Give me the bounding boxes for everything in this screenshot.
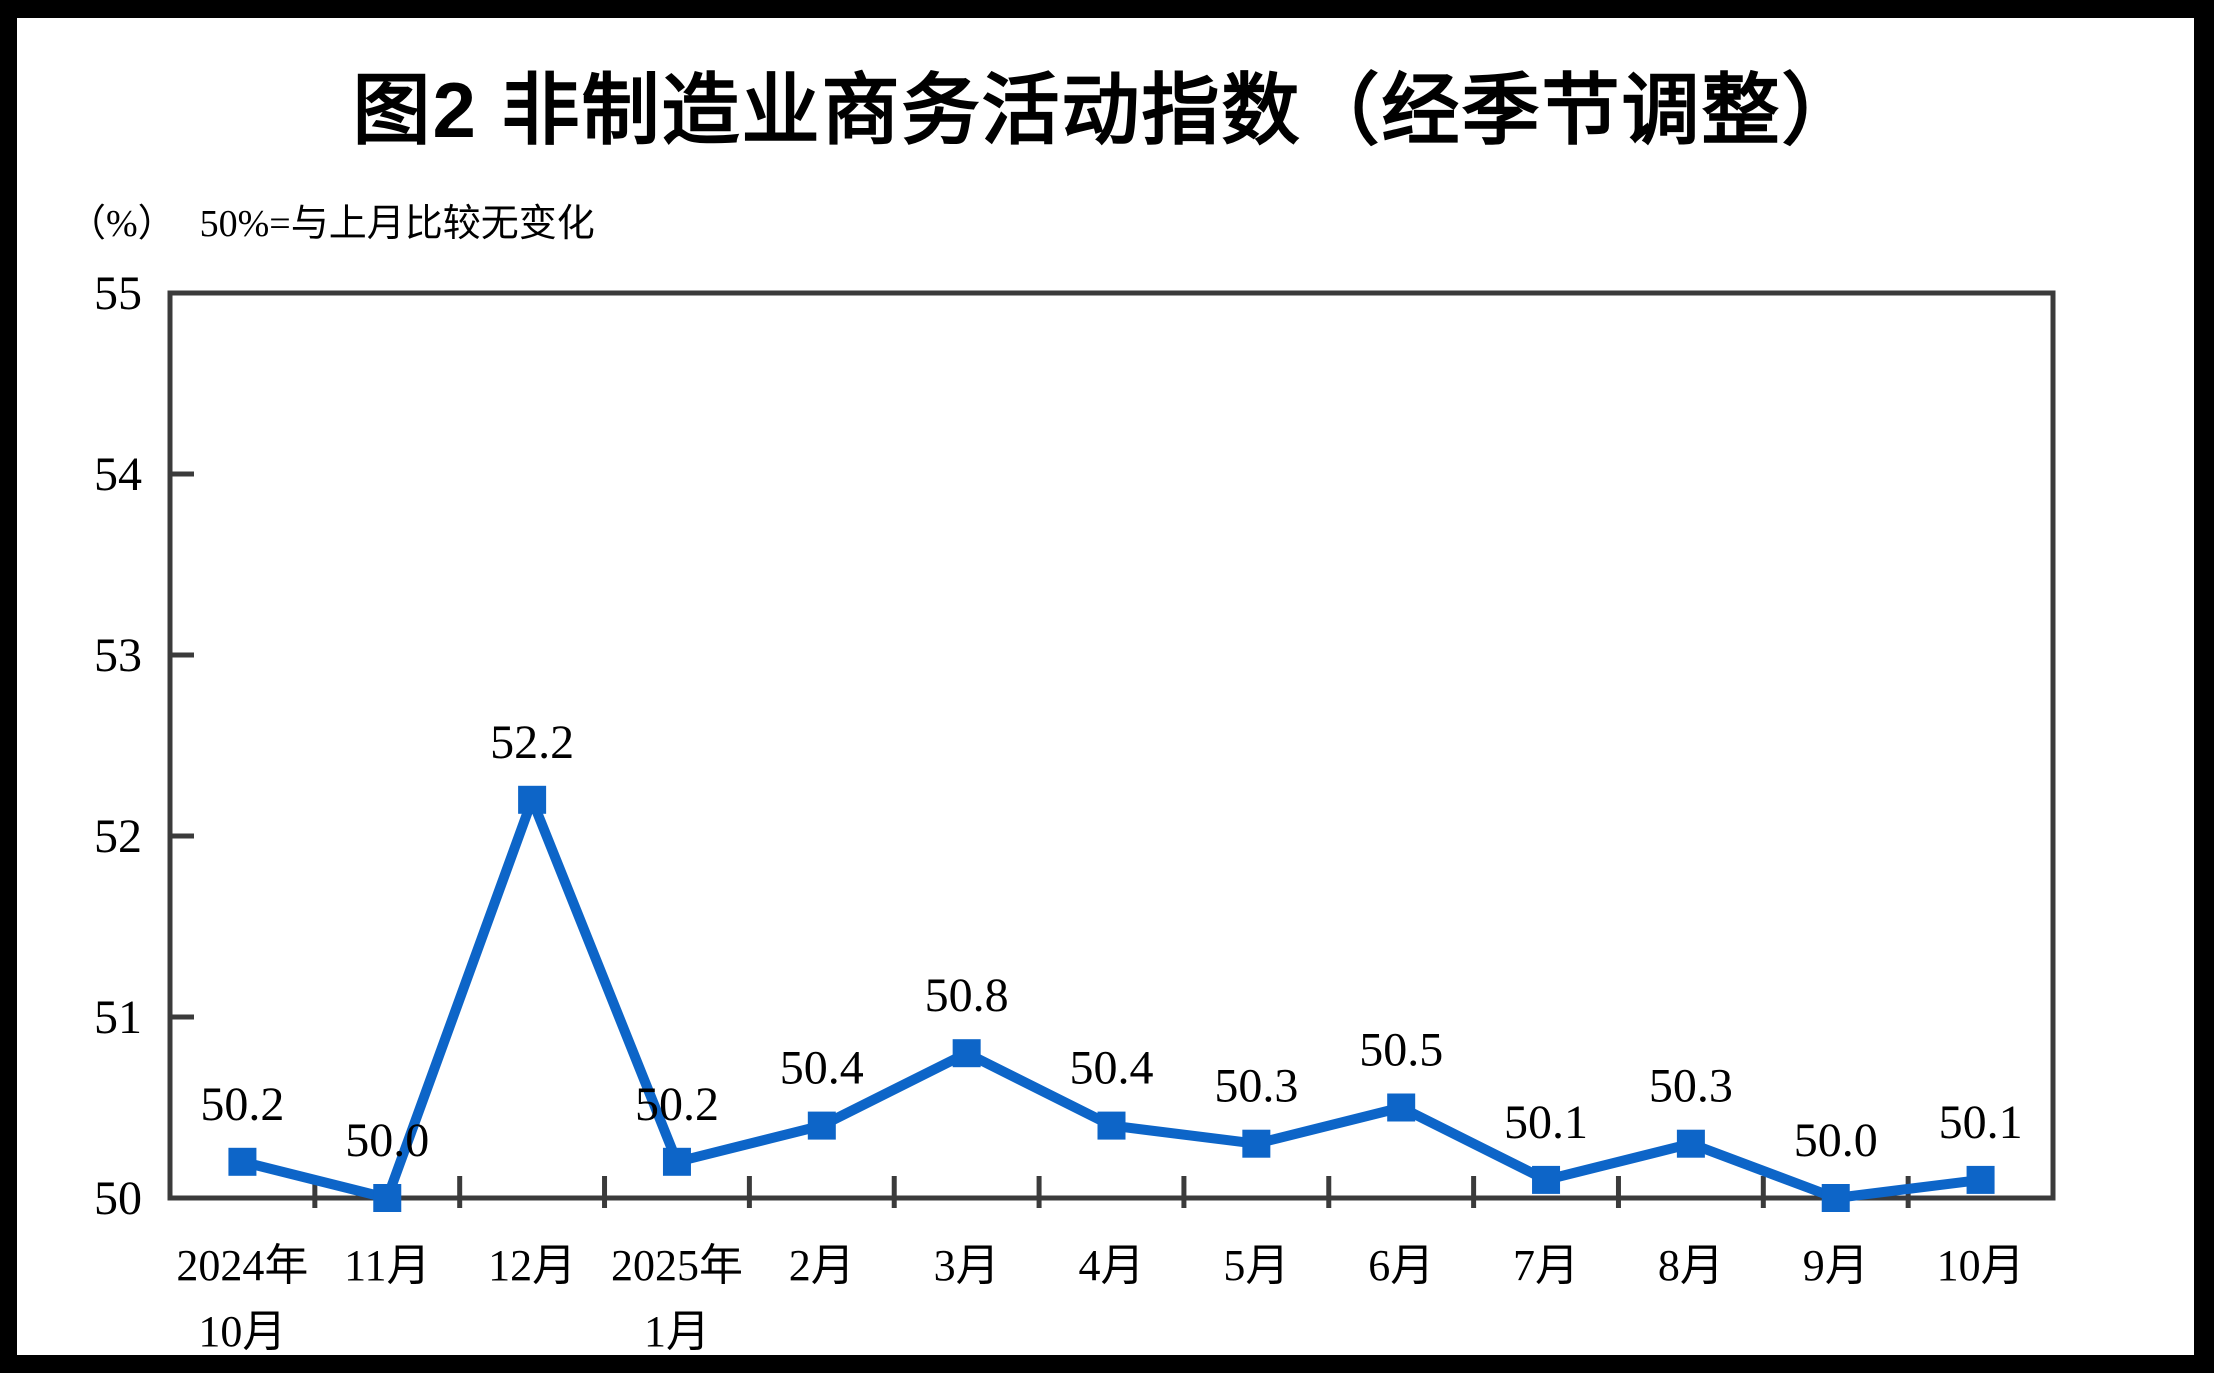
data-point-label: 50.5 — [1359, 1024, 1443, 1077]
data-point-label: 50.3 — [1649, 1060, 1733, 1113]
x-axis-label: 9月 — [1803, 1241, 1869, 1290]
data-point-marker — [1242, 1129, 1271, 1158]
x-axis-label-line2: 10月 — [198, 1307, 286, 1356]
x-axis-label: 4月 — [1079, 1241, 1145, 1290]
x-axis-label: 8月 — [1658, 1241, 1724, 1290]
data-point-marker — [1676, 1129, 1705, 1158]
data-point-label: 50.1 — [1504, 1096, 1588, 1149]
data-point-marker — [518, 785, 547, 814]
data-point-label: 50.2 — [635, 1078, 719, 1131]
data-point-label: 52.2 — [490, 716, 574, 769]
data-point-marker — [952, 1039, 981, 1068]
data-point-marker — [1387, 1093, 1416, 1122]
frame-border-left — [0, 0, 17, 1373]
data-point-marker — [1966, 1165, 1995, 1194]
y-axis-unit-label: （%） — [68, 203, 176, 245]
x-axis-label: 7月 — [1513, 1241, 1579, 1290]
baseline-note: 50%=与上月比较无变化 — [199, 203, 595, 245]
x-axis-label: 10月 — [1937, 1241, 2025, 1290]
x-axis-label: 2月 — [789, 1241, 855, 1290]
x-axis-label: 3月 — [934, 1241, 1000, 1290]
data-point-label: 50.8 — [925, 969, 1009, 1022]
data-point-label: 50.4 — [1070, 1042, 1154, 1095]
data-point-marker — [373, 1184, 402, 1212]
y-axis-label: 54 — [94, 448, 142, 501]
y-axis-label: 51 — [94, 991, 142, 1044]
frame-border-top — [0, 0, 2214, 18]
frame-border-right — [2194, 0, 2214, 1373]
x-axis-label: 5月 — [1223, 1241, 1289, 1290]
chart-subtitle: （%） 50%=与上月比较无变化 — [68, 192, 595, 247]
data-point-marker — [662, 1147, 691, 1176]
x-axis-label: 6月 — [1368, 1241, 1434, 1290]
data-point-marker — [807, 1111, 836, 1140]
data-point-label: 50.0 — [1794, 1114, 1878, 1167]
x-axis-label: 11月 — [344, 1241, 430, 1290]
y-axis-label: 53 — [94, 629, 142, 682]
plot-border — [167, 290, 2056, 1201]
data-point-marker — [228, 1147, 257, 1176]
x-axis-label-line2: 1月 — [644, 1307, 710, 1356]
data-point-label: 50.0 — [345, 1114, 429, 1167]
y-axis-label: 55 — [94, 267, 142, 320]
data-point-marker — [1097, 1111, 1126, 1140]
data-point-label: 50.2 — [200, 1078, 284, 1131]
x-axis-label: 2024年 — [176, 1241, 308, 1290]
chart-title: 图2 非制造业商务活动指数（经季节调整） — [352, 66, 1862, 154]
data-point-label: 50.1 — [1939, 1096, 2023, 1149]
data-point-marker — [1532, 1165, 1561, 1194]
y-axis-label: 52 — [94, 810, 142, 863]
x-axis-label: 2025年 — [611, 1241, 743, 1290]
x-axis-label: 12月 — [488, 1241, 576, 1290]
y-axis-label: 50 — [94, 1172, 142, 1225]
data-point-label: 50.3 — [1214, 1060, 1298, 1113]
data-point-label: 50.4 — [780, 1042, 864, 1095]
data-point-marker — [1821, 1184, 1850, 1212]
frame-border-bottom — [0, 1355, 2214, 1373]
